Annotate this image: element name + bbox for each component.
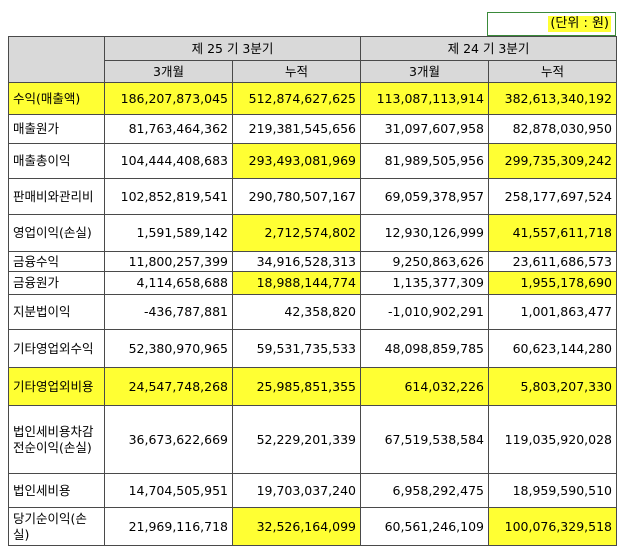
table-row: 법인세비용차감전순이익(손실) 36,673,622,669 52,229,20… <box>8 405 617 474</box>
row-label-finance-income[interactable]: 금융수익 <box>8 251 105 272</box>
cell-other-nonop-income-curcum[interactable]: 59,531,735,533 <box>232 329 361 368</box>
cell-pretax-income-prevcum[interactable]: 119,035,920,028 <box>488 405 617 474</box>
cell-gross-profit-prev3[interactable]: 81,989,505,956 <box>360 143 489 179</box>
row-label-sga[interactable]: 판매비와관리비 <box>8 178 105 215</box>
row-label-revenue[interactable]: 수익(매출액) <box>8 82 105 115</box>
cell-sga-prevcum[interactable]: 258,177,697,524 <box>488 178 617 215</box>
cell-pretax-income-curcum[interactable]: 52,229,201,339 <box>232 405 361 474</box>
header-period-previous[interactable]: 제 24 기 3분기 <box>360 36 617 61</box>
table-row: 매출총이익 104,444,408,683 293,493,081,969 81… <box>8 143 617 179</box>
row-label-pretax-income[interactable]: 법인세비용차감전순이익(손실) <box>8 405 105 474</box>
cell-finance-income-curcum[interactable]: 34,916,528,313 <box>232 251 361 272</box>
table-row: 판매비와관리비 102,852,819,541 290,780,507,167 … <box>8 178 617 215</box>
cell-sga-curcum[interactable]: 290,780,507,167 <box>232 178 361 215</box>
unit-label: (단위 : 원) <box>548 16 611 32</box>
cell-operating-income-prev3[interactable]: 12,930,126,999 <box>360 214 489 252</box>
cell-finance-cost-prev3[interactable]: 1,135,377,309 <box>360 271 489 295</box>
cell-other-nonop-expense-curcum[interactable]: 25,985,851,355 <box>232 367 361 406</box>
row-label-finance-cost[interactable]: 금융원가 <box>8 271 105 295</box>
row-label-gross-profit[interactable]: 매출총이익 <box>8 143 105 179</box>
cell-finance-income-prev3[interactable]: 9,250,863,626 <box>360 251 489 272</box>
cell-gross-profit-curcum[interactable]: 293,493,081,969 <box>232 143 361 179</box>
header-period-current[interactable]: 제 25 기 3분기 <box>104 36 361 61</box>
cell-revenue-prev3[interactable]: 113,087,113,914 <box>360 82 489 115</box>
header-row-columns: 3개월 누적 3개월 누적 <box>9 60 617 83</box>
cell-equity-method-cur3[interactable]: -436,787,881 <box>104 294 233 330</box>
cell-operating-income-cur3[interactable]: 1,591,589,142 <box>104 214 233 252</box>
table-row: 매출원가 81,763,464,362 219,381,545,656 31,0… <box>8 114 617 144</box>
cell-sga-prev3[interactable]: 69,059,378,957 <box>360 178 489 215</box>
row-label-income-tax[interactable]: 법인세비용 <box>8 473 105 508</box>
cell-cogs-prevcum[interactable]: 82,878,030,950 <box>488 114 617 144</box>
cell-finance-income-prevcum[interactable]: 23,611,686,573 <box>488 251 617 272</box>
cell-income-tax-cur3[interactable]: 14,704,505,951 <box>104 473 233 508</box>
cell-net-income-curcum[interactable]: 32,526,164,099 <box>232 507 361 546</box>
cell-income-tax-prev3[interactable]: 6,958,292,475 <box>360 473 489 508</box>
cell-other-nonop-expense-prevcum[interactable]: 5,803,207,330 <box>488 367 617 406</box>
cell-cogs-curcum[interactable]: 219,381,545,656 <box>232 114 361 144</box>
cell-cogs-cur3[interactable]: 81,763,464,362 <box>104 114 233 144</box>
cell-cogs-prev3[interactable]: 31,097,607,958 <box>360 114 489 144</box>
cell-finance-income-cur3[interactable]: 11,800,257,399 <box>104 251 233 272</box>
cell-gross-profit-prevcum[interactable]: 299,735,309,242 <box>488 143 617 179</box>
cell-sga-cur3[interactable]: 102,852,819,541 <box>104 178 233 215</box>
row-label-other-nonop-expense[interactable]: 기타영업외비용 <box>8 367 105 406</box>
cell-finance-cost-curcum[interactable]: 18,988,144,774 <box>232 271 361 295</box>
cell-operating-income-prevcum[interactable]: 41,557,611,718 <box>488 214 617 252</box>
table-row: 영업이익(손실) 1,591,589,142 2,712,574,802 12,… <box>8 214 617 252</box>
cell-net-income-prev3[interactable]: 60,561,246,109 <box>360 507 489 546</box>
cell-pretax-income-cur3[interactable]: 36,673,622,669 <box>104 405 233 474</box>
cell-revenue-curcum[interactable]: 512,874,627,625 <box>232 82 361 115</box>
cell-revenue-prevcum[interactable]: 382,613,340,192 <box>488 82 617 115</box>
row-label-other-nonop-income[interactable]: 기타영업외수익 <box>8 329 105 368</box>
cell-equity-method-prevcum[interactable]: 1,001,863,477 <box>488 294 617 330</box>
row-label-operating-income[interactable]: 영업이익(손실) <box>8 214 105 252</box>
unit-label-cell[interactable]: (단위 : 원) <box>487 12 616 36</box>
income-statement-table: 제 25 기 3분기 제 24 기 3분기 3개월 누적 3개월 누적 수익(매… <box>8 36 617 546</box>
cell-other-nonop-income-prev3[interactable]: 48,098,859,785 <box>360 329 489 368</box>
cell-other-nonop-expense-prev3[interactable]: 614,032,226 <box>360 367 489 406</box>
row-label-net-income[interactable]: 당기순이익(손실) <box>8 507 105 546</box>
table-row: 법인세비용 14,704,505,951 19,703,037,240 6,95… <box>8 473 617 508</box>
cell-other-nonop-income-prevcum[interactable]: 60,623,144,280 <box>488 329 617 368</box>
cell-revenue-cur3[interactable]: 186,207,873,045 <box>104 82 233 115</box>
table-row: 당기순이익(손실) 21,969,116,718 32,526,164,099 … <box>8 507 617 546</box>
cell-income-tax-prevcum[interactable]: 18,959,590,510 <box>488 473 617 508</box>
header-corner-cell[interactable] <box>8 36 105 83</box>
cell-gross-profit-cur3[interactable]: 104,444,408,683 <box>104 143 233 179</box>
table-row: 기타영업외수익 52,380,970,965 59,531,735,533 48… <box>8 329 617 368</box>
cell-other-nonop-income-cur3[interactable]: 52,380,970,965 <box>104 329 233 368</box>
table-row: 기타영업외비용 24,547,748,268 25,985,851,355 61… <box>8 367 617 406</box>
table-row: 수익(매출액) 186,207,873,045 512,874,627,625 … <box>8 82 617 115</box>
cell-equity-method-prev3[interactable]: -1,010,902,291 <box>360 294 489 330</box>
cell-pretax-income-prev3[interactable]: 67,519,538,584 <box>360 405 489 474</box>
table-row: 금융원가 4,114,658,688 18,988,144,774 1,135,… <box>8 271 617 295</box>
cell-net-income-cur3[interactable]: 21,969,116,718 <box>104 507 233 546</box>
header-previous-3m[interactable]: 3개월 <box>360 60 489 83</box>
table-row: 금융수익 11,800,257,399 34,916,528,313 9,250… <box>8 251 617 272</box>
cell-finance-cost-prevcum[interactable]: 1,955,178,690 <box>488 271 617 295</box>
cell-income-tax-curcum[interactable]: 19,703,037,240 <box>232 473 361 508</box>
cell-equity-method-curcum[interactable]: 42,358,820 <box>232 294 361 330</box>
cell-operating-income-curcum[interactable]: 2,712,574,802 <box>232 214 361 252</box>
header-current-3m[interactable]: 3개월 <box>104 60 233 83</box>
table-row: 지분법이익 -436,787,881 42,358,820 -1,010,902… <box>8 294 617 330</box>
cell-other-nonop-expense-cur3[interactable]: 24,547,748,268 <box>104 367 233 406</box>
cell-net-income-prevcum[interactable]: 100,076,329,518 <box>488 507 617 546</box>
header-current-cumulative[interactable]: 누적 <box>232 60 361 83</box>
header-previous-cumulative[interactable]: 누적 <box>488 60 617 83</box>
cell-finance-cost-cur3[interactable]: 4,114,658,688 <box>104 271 233 295</box>
row-label-cogs[interactable]: 매출원가 <box>8 114 105 144</box>
header-row-periods: 제 25 기 3분기 제 24 기 3분기 <box>8 36 617 83</box>
row-label-equity-method[interactable]: 지분법이익 <box>8 294 105 330</box>
